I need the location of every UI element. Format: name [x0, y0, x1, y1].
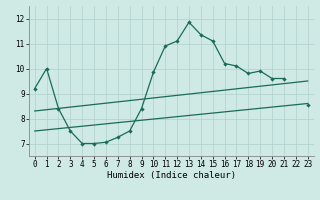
X-axis label: Humidex (Indice chaleur): Humidex (Indice chaleur)	[107, 171, 236, 180]
